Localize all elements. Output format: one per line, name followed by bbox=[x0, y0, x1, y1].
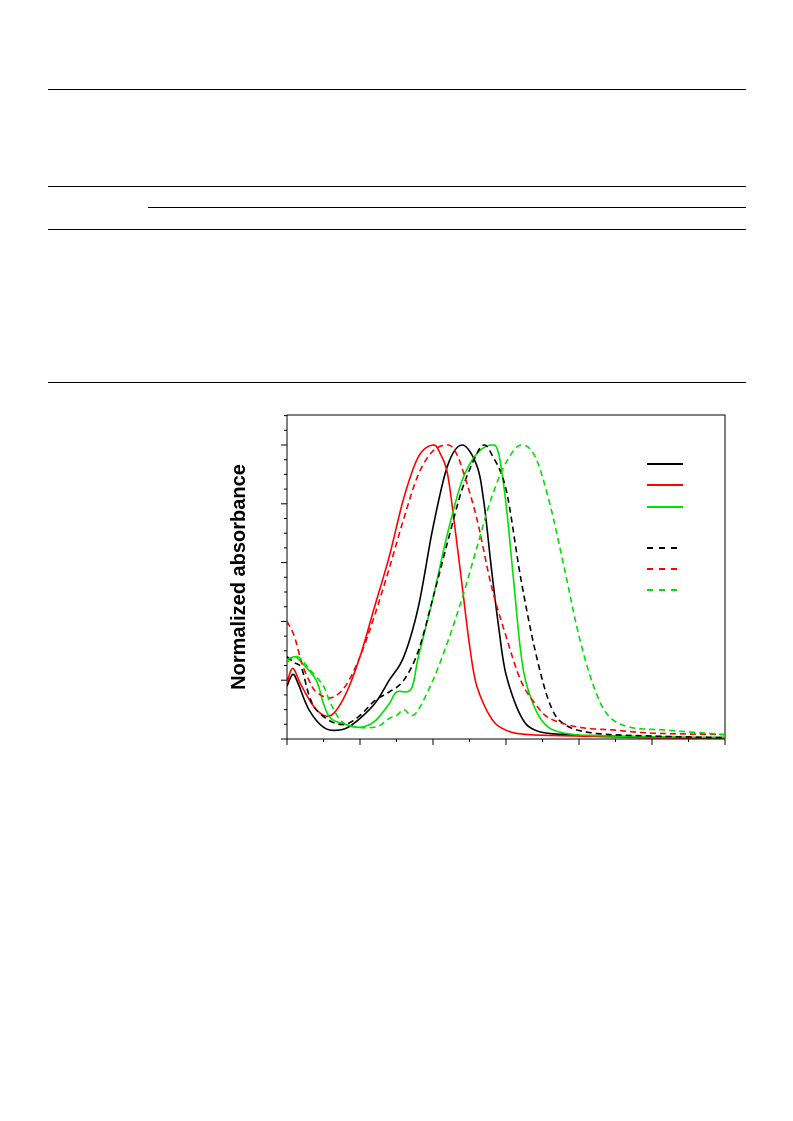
series-line-4 bbox=[286, 444, 726, 739]
chart-axes bbox=[281, 414, 726, 745]
series-line-5 bbox=[286, 444, 726, 736]
table-body-rule bbox=[48, 229, 746, 230]
table-bottom-rule bbox=[48, 382, 746, 383]
series-line-2 bbox=[286, 444, 726, 739]
y-axis-label: Normalized absorbance bbox=[228, 464, 250, 690]
series-line-1 bbox=[286, 444, 726, 739]
table-top-rule bbox=[48, 89, 746, 90]
table-subheader-rule bbox=[148, 207, 746, 208]
legend bbox=[647, 463, 683, 591]
series-layer bbox=[286, 444, 726, 739]
series-line-6 bbox=[286, 444, 726, 736]
table-header-rule bbox=[48, 186, 746, 187]
